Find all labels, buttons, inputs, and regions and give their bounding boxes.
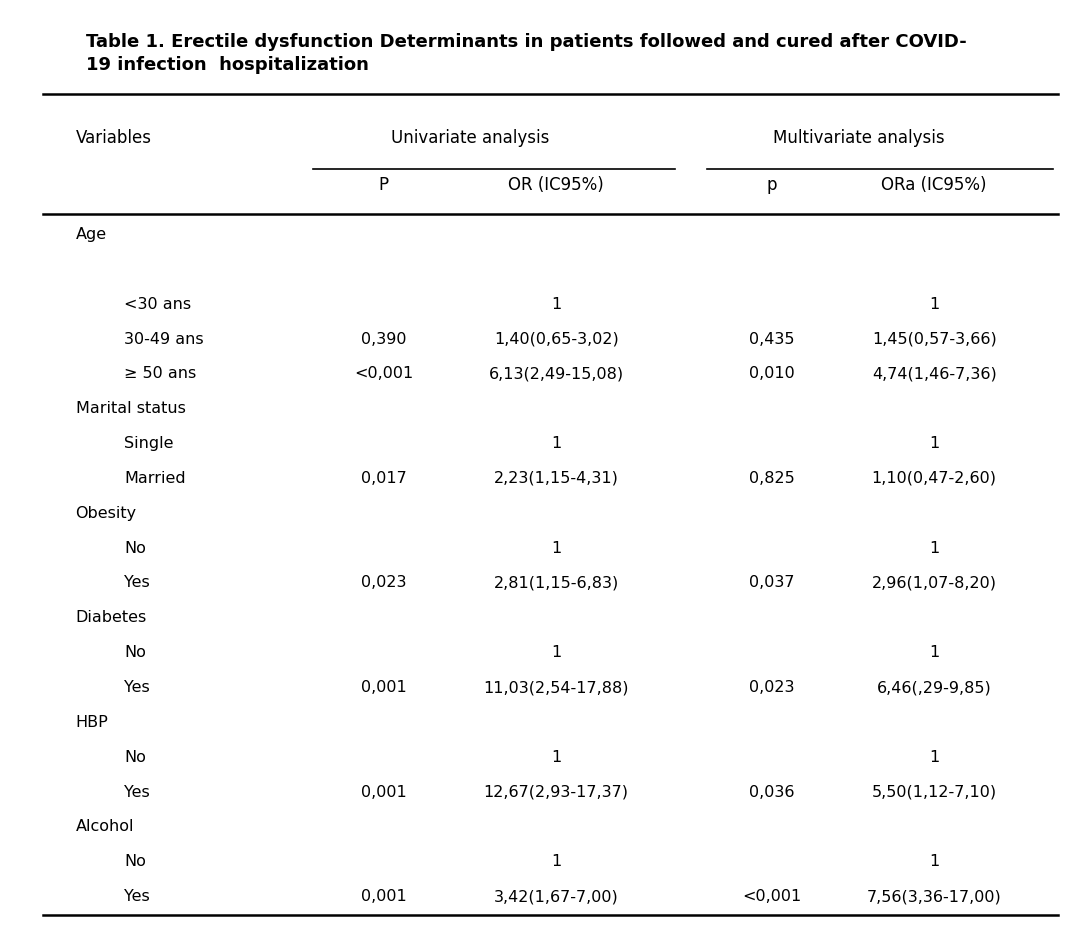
Text: <30 ans: <30 ans	[124, 296, 191, 311]
Text: 0,001: 0,001	[361, 784, 406, 799]
Text: 1: 1	[551, 749, 562, 764]
Text: 1,40(0,65-3,02): 1,40(0,65-3,02)	[494, 331, 619, 346]
Text: 30-49 ans: 30-49 ans	[124, 331, 204, 346]
Text: Yes: Yes	[124, 576, 150, 590]
Text: Table 1. Erectile dysfunction Determinants in patients followed and cured after : Table 1. Erectile dysfunction Determinan…	[86, 33, 968, 51]
Text: 0,023: 0,023	[361, 576, 406, 590]
Text: 1: 1	[551, 540, 562, 555]
Text: <0,001: <0,001	[354, 367, 413, 382]
Text: Married: Married	[124, 471, 186, 486]
Text: 1: 1	[929, 645, 940, 660]
Text: Yes: Yes	[124, 680, 150, 695]
Text: ≥ 50 ans: ≥ 50 ans	[124, 367, 197, 382]
Text: 1: 1	[551, 645, 562, 660]
Text: Obesity: Obesity	[76, 506, 137, 521]
Text: 1: 1	[929, 749, 940, 764]
Text: 1,10(0,47-2,60): 1,10(0,47-2,60)	[872, 471, 997, 486]
Text: 1,45(0,57-3,66): 1,45(0,57-3,66)	[872, 331, 997, 346]
Text: 0,017: 0,017	[361, 471, 406, 486]
Text: 6,46(,29-9,85): 6,46(,29-9,85)	[877, 680, 991, 695]
Text: Yes: Yes	[124, 889, 150, 904]
Text: 2,23(1,15-4,31): 2,23(1,15-4,31)	[494, 471, 619, 486]
Text: P: P	[378, 176, 389, 194]
Text: 1: 1	[551, 855, 562, 870]
Text: 0,001: 0,001	[361, 889, 406, 904]
Text: No: No	[124, 749, 146, 764]
Text: 0,036: 0,036	[750, 784, 795, 799]
Text: Marital status: Marital status	[76, 401, 186, 416]
Text: 0,023: 0,023	[750, 680, 795, 695]
Text: p: p	[767, 176, 778, 194]
Text: Univariate analysis: Univariate analysis	[391, 129, 549, 147]
Text: 2,96(1,07-8,20): 2,96(1,07-8,20)	[872, 576, 997, 590]
Text: No: No	[124, 855, 146, 870]
Text: 19 infection  hospitalization: 19 infection hospitalization	[86, 56, 369, 74]
Text: ORa (IC95%): ORa (IC95%)	[881, 176, 987, 194]
Text: 6,13(2,49-15,08): 6,13(2,49-15,08)	[488, 367, 624, 382]
Text: Variables: Variables	[76, 129, 151, 147]
Text: Diabetes: Diabetes	[76, 611, 147, 626]
Text: Alcohol: Alcohol	[76, 820, 134, 835]
Text: 0,435: 0,435	[750, 331, 795, 346]
Text: 12,67(2,93-17,37): 12,67(2,93-17,37)	[484, 784, 629, 799]
Text: Multivariate analysis: Multivariate analysis	[773, 129, 944, 147]
Text: No: No	[124, 540, 146, 555]
Text: 4,74(1,46-7,36): 4,74(1,46-7,36)	[872, 367, 997, 382]
Text: 1: 1	[929, 436, 940, 451]
Text: Yes: Yes	[124, 784, 150, 799]
Text: 0,037: 0,037	[750, 576, 795, 590]
Text: Age: Age	[76, 227, 107, 242]
Text: <0,001: <0,001	[743, 889, 801, 904]
Text: 1: 1	[551, 436, 562, 451]
Text: 1: 1	[929, 540, 940, 555]
Text: 7,56(3,36-17,00): 7,56(3,36-17,00)	[867, 889, 1001, 904]
Text: 1: 1	[929, 855, 940, 870]
Text: 0,825: 0,825	[750, 471, 795, 486]
Text: OR (IC95%): OR (IC95%)	[509, 176, 604, 194]
Text: 2,81(1,15-6,83): 2,81(1,15-6,83)	[494, 576, 619, 590]
Text: No: No	[124, 645, 146, 660]
Text: 1: 1	[929, 296, 940, 311]
Text: Single: Single	[124, 436, 174, 451]
Text: 0,001: 0,001	[361, 680, 406, 695]
Text: HBP: HBP	[76, 715, 108, 730]
Text: 0,390: 0,390	[361, 331, 406, 346]
Text: 3,42(1,67-7,00): 3,42(1,67-7,00)	[494, 889, 619, 904]
Text: 5,50(1,12-7,10): 5,50(1,12-7,10)	[872, 784, 997, 799]
Text: 11,03(2,54-17,88): 11,03(2,54-17,88)	[484, 680, 629, 695]
Text: 0,010: 0,010	[750, 367, 795, 382]
Text: 1: 1	[551, 296, 562, 311]
